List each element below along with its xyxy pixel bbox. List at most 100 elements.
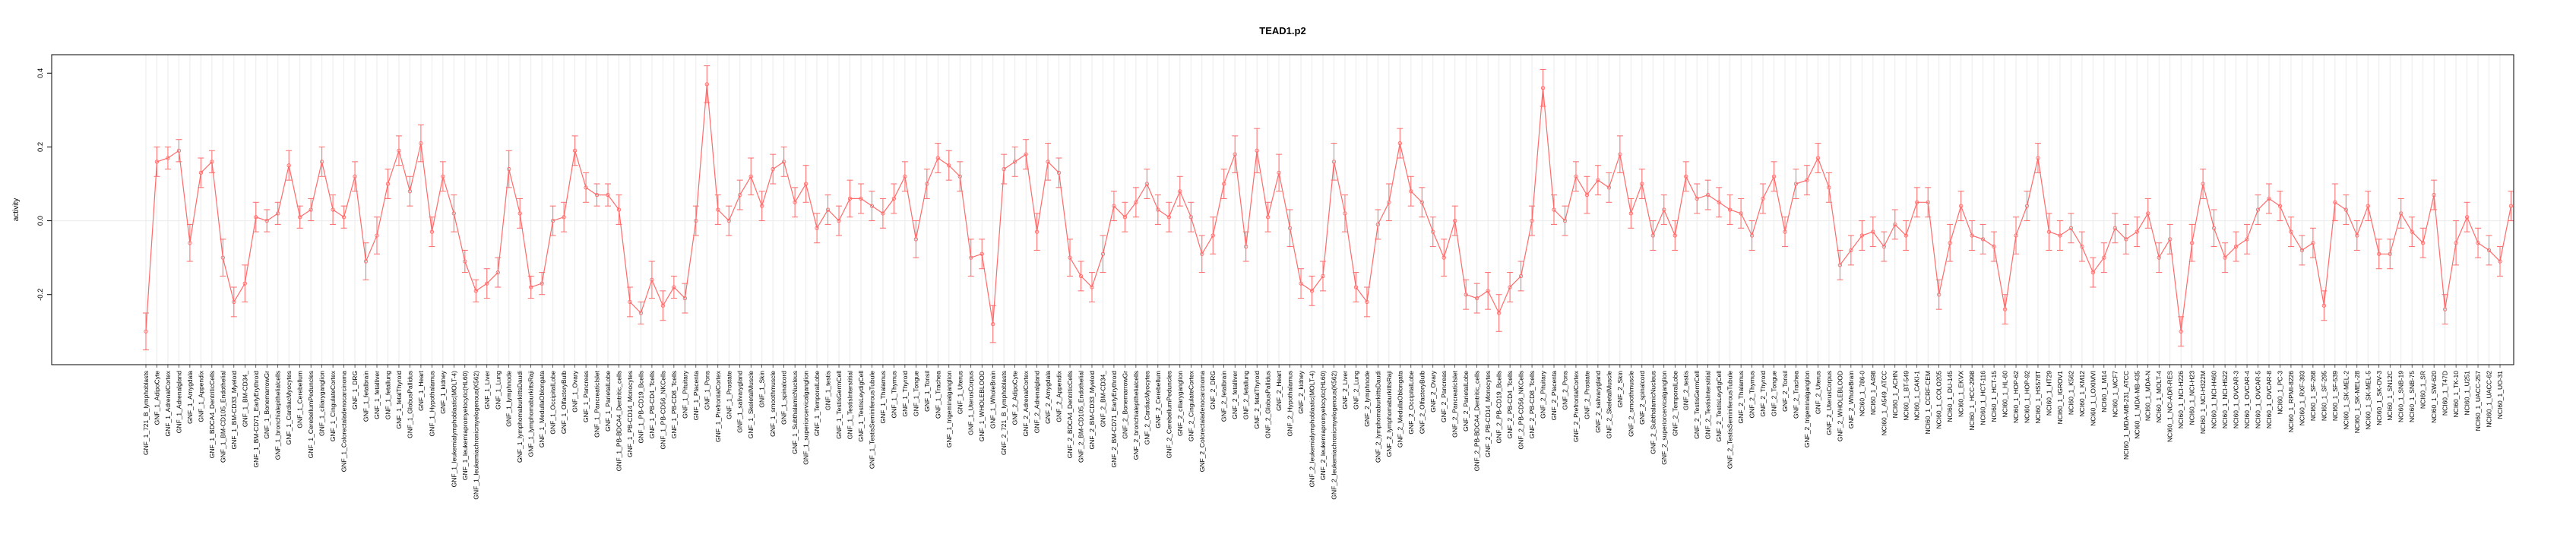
x-tick-label: GNF_1_DRG — [351, 371, 359, 409]
data-point — [628, 299, 632, 305]
data-point — [1937, 292, 1941, 297]
x-tick-label: GNF_1_BM-CD71_EarlyErythroid — [252, 371, 260, 468]
data-point — [1134, 200, 1138, 204]
x-tick-label: GNF_1_Thyroid — [901, 371, 909, 417]
x-tick-label: NCI60_1_BT-549 — [1902, 371, 1910, 421]
data-point — [716, 207, 720, 212]
data-point — [540, 281, 544, 286]
x-tick-label: GNF_2_Prostate — [1583, 371, 1590, 419]
x-tick-label: GNF_1_leukemiachronicmyelogenous(K562) — [472, 371, 479, 500]
x-tick-label: GNF_2_Pons — [1562, 371, 1569, 410]
x-tick-label: NCI60_1_CCRF-CEM — [1924, 371, 1932, 435]
x-tick-label: GNF_1_Cerebellum — [296, 371, 304, 428]
data-point — [2377, 251, 2381, 256]
data-point — [2146, 211, 2150, 216]
data-point — [1596, 178, 1600, 182]
data-point — [264, 218, 269, 223]
x-tick-label: GNF_1_Pons — [703, 371, 710, 410]
x-tick-label: NCI60_1_K562 — [2067, 371, 2074, 415]
data-point — [1475, 296, 1479, 301]
data-point — [1574, 174, 1578, 179]
data-point — [1156, 207, 1160, 212]
x-tick-label: GNF_1_PB-CD8_Tcells — [670, 371, 678, 438]
data-point — [1090, 285, 1094, 289]
data-point — [957, 174, 962, 179]
data-point — [550, 218, 555, 223]
x-tick-label: GNF_2_fetalThyroid — [1253, 371, 1261, 429]
data-point — [1343, 211, 1347, 216]
data-point — [529, 285, 533, 289]
y-axis-label: activity — [12, 198, 21, 222]
x-tick-label: NCI60_1_SK-MEL-2 — [2342, 371, 2350, 430]
data-point — [341, 215, 347, 220]
x-tick-label: GNF_1_BM-CD33_Myeloid — [230, 371, 238, 450]
x-tick-label: GNF_1_lymphomaburkittsDaudi — [516, 371, 524, 463]
x-tick-label: GNF_2_OccipitalLobe — [1407, 371, 1415, 435]
data-point — [2498, 259, 2502, 264]
data-point — [2190, 241, 2195, 245]
data-point — [517, 211, 522, 216]
x-tick-label: NCI60_1_A549_ATCC — [1880, 371, 1888, 435]
data-point — [1793, 182, 1799, 186]
x-tick-label: NCI60_1_IGROV1 — [2056, 371, 2064, 425]
data-point — [2255, 207, 2261, 212]
data-point — [616, 207, 622, 212]
x-tick-label: GNF_1_Pituitary — [681, 370, 688, 419]
x-tick-label: GNF_2_testis — [1682, 371, 1690, 410]
data-point — [1739, 211, 1743, 216]
data-point — [694, 218, 698, 223]
data-point — [176, 148, 182, 153]
x-tick-label: GNF_2_Thymus — [1748, 371, 1756, 418]
data-point — [1387, 200, 1391, 204]
x-tick-label: GNF_1_bronchialepithelialcells — [274, 371, 282, 460]
data-point — [1606, 185, 1612, 190]
data-point — [2388, 251, 2392, 256]
x-tick-label: GNF_2_CardiacMyocytes — [1143, 371, 1150, 444]
x-tick-label: GNF_2_WHOLEBLOOD — [1836, 371, 1843, 441]
x-tick-label: GNF_1_TestisInterstitial — [847, 371, 854, 439]
x-tick-label: GNF_2_lymphomaburkittsRaji — [1385, 371, 1393, 457]
x-tick-label: NCI60_1_NCI-H322M — [2199, 371, 2207, 434]
x-tick-label: GNF_2_UterusCorpus — [1825, 371, 1833, 435]
data-point — [2432, 192, 2436, 198]
data-point — [1508, 285, 1512, 289]
x-tick-label: NCI60_1_OVCAR-8 — [2265, 371, 2273, 428]
data-point — [2333, 200, 2337, 204]
data-point — [2157, 255, 2161, 260]
x-tick-label: NCI60_1_OVCAR-4 — [2243, 371, 2251, 428]
x-tick-label: NCI60_1_PC-3 — [2277, 371, 2284, 415]
x-tick-label: GNF_2_BM-CD105_Endothelial — [1078, 371, 1085, 463]
data-point — [419, 141, 423, 146]
data-point — [2024, 204, 2030, 208]
x-tick-label: NCI60_1_HT29 — [2046, 371, 2053, 416]
x-tick-label: GNF_1_trigeminalganglion — [945, 371, 953, 447]
data-point — [682, 296, 688, 301]
x-tick-label: GNF_2_Uterus — [1814, 371, 1821, 414]
data-point — [2311, 241, 2315, 245]
x-tick-label: GNF_2_leukemiapromyelocytic(HL60) — [1319, 371, 1327, 480]
x-tick-label: GNF_1_TestisGermCell — [835, 371, 843, 439]
x-tick-label: GNF_1_leukemialymphoblastic(MOLT-4) — [450, 371, 457, 488]
x-tick-label: NCI60_1_UO-31 — [2496, 371, 2504, 419]
data-point — [815, 226, 819, 230]
x-tick-label: GNF_2_Appendix — [1055, 370, 1063, 422]
data-point — [1166, 215, 1171, 220]
x-tick-label: GNF_2_OlfactoryBulb — [1418, 371, 1426, 434]
x-tick-label: GNF_2_TestisInterstitial — [1704, 371, 1712, 439]
data-point — [429, 229, 435, 234]
x-tick-label: NCI60_1_SF-295 — [2320, 371, 2328, 421]
x-tick-label: GNF_1_721_B_lymphoblasts — [142, 371, 150, 455]
data-point — [1771, 174, 1777, 179]
chart-title: TEAD1.p2 — [1259, 25, 1305, 36]
x-tick-label: GNF_2_GlobusPallidus — [1264, 371, 1272, 438]
x-tick-label: GNF_1_OccipitalLobe — [549, 371, 557, 435]
data-point — [562, 215, 566, 220]
data-point — [309, 207, 313, 212]
x-tick-label: GNF_2_Placenta — [1550, 371, 1558, 420]
x-tick-label: NCI60_1_DU-145 — [1946, 371, 1954, 422]
data-point — [495, 270, 500, 275]
data-point — [2366, 204, 2370, 208]
data-point — [507, 166, 511, 172]
data-point — [254, 215, 258, 220]
data-point — [2343, 207, 2348, 212]
